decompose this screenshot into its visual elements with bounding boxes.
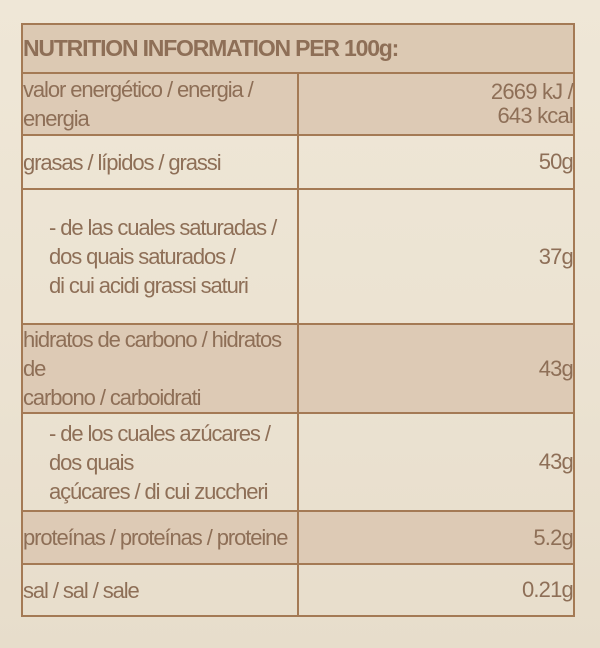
saturates-value: 37g: [297, 188, 575, 325]
protein-value: 5.2g: [297, 510, 575, 565]
nutrition-table: NUTRITION INFORMATION PER 100g: valor en…: [21, 23, 575, 617]
sugars-label: - de los cuales azúcares / dos quais açú…: [21, 412, 299, 512]
protein-value-text: 5.2g: [533, 524, 573, 550]
row-carbohydrate: hidratos de carbono / hidratos de carbon…: [21, 323, 575, 414]
fat-value: 50g: [297, 134, 575, 190]
saturates-label-line-1: - de las cuales saturadas /: [49, 215, 277, 240]
carbohydrate-label: hidratos de carbono / hidratos de carbon…: [21, 323, 299, 414]
fat-label: grasas / lípidos / grassi: [21, 134, 299, 190]
carbohydrate-label-line-2: carbono / carboidrati: [23, 385, 202, 410]
sugars-label-line-1: - de los cuales azúcares / dos quais: [49, 420, 271, 475]
energy-label: valor energético / energia / energia: [21, 72, 299, 136]
protein-label: proteínas / proteínas / proteine: [21, 510, 299, 565]
sugars-value: 43g: [297, 412, 575, 512]
row-salt: sal / sal / sale 0.21g: [21, 563, 575, 617]
energy-value: 2669 kJ / 643 kcal: [297, 72, 575, 136]
saturates-label-line-2: dos quais saturados /: [49, 244, 236, 269]
row-energy: valor energético / energia / energia 266…: [21, 72, 575, 136]
carbohydrate-value: 43g: [297, 323, 575, 414]
salt-label: sal / sal / sale: [21, 563, 299, 617]
energy-kcal-value: 643 kcal: [497, 103, 573, 128]
protein-label-line: proteínas / proteínas / proteine: [23, 525, 289, 550]
sugars-value-text: 43g: [538, 449, 574, 474]
energy-label-line: valor energético / energia / energia: [23, 77, 254, 131]
row-protein: proteínas / proteínas / proteine 5.2g: [21, 510, 575, 565]
table-header-row: NUTRITION INFORMATION PER 100g:: [21, 23, 575, 74]
row-sugars: - de los cuales azúcares / dos quais açú…: [21, 412, 575, 512]
row-fat: grasas / lípidos / grassi 50g: [21, 134, 575, 190]
carbohydrate-label-line-1: hidratos de carbono / hidratos de: [23, 327, 282, 381]
salt-label-line: sal / sal / sale: [23, 577, 140, 603]
energy-kj-value: 2669 kJ /: [490, 79, 574, 104]
sugars-label-line-2: açúcares / di cui zuccheri: [49, 478, 269, 504]
fat-value-text: 50g: [538, 149, 574, 174]
carbohydrate-value-text: 43g: [538, 355, 574, 381]
fat-label-line: grasas / lípidos / grassi: [23, 149, 222, 175]
saturates-label-line-3: di cui acidi grassi saturi: [49, 273, 249, 298]
saturates-label: - de las cuales saturadas / dos quais sa…: [21, 188, 299, 325]
saturates-value-text: 37g: [538, 243, 574, 269]
row-saturates: - de las cuales saturadas / dos quais sa…: [21, 188, 575, 325]
salt-value: 0.21g: [297, 563, 575, 617]
salt-value-text: 0.21g: [521, 577, 574, 602]
table-title: NUTRITION INFORMATION PER 100g:: [21, 23, 575, 74]
